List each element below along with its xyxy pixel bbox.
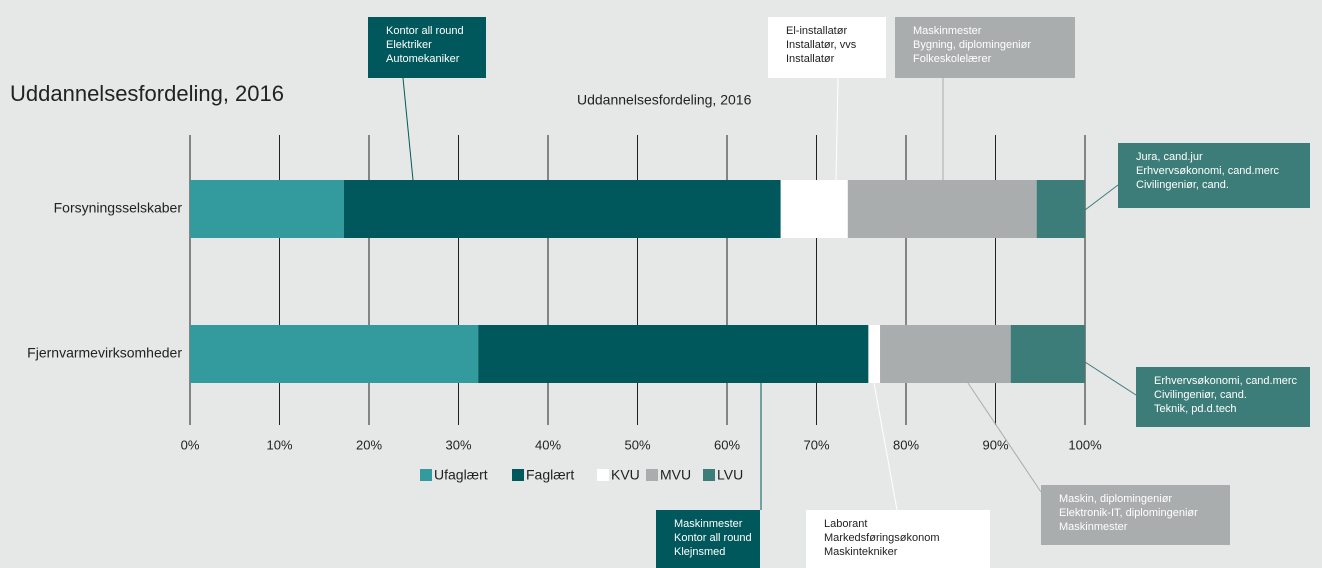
legend-label: KVU bbox=[611, 467, 640, 483]
x-tick-label: 50% bbox=[624, 437, 650, 452]
callout-text: Civilingeniør, cand. bbox=[1154, 389, 1247, 401]
chart-subtitle: Uddannelsesfordeling, 2016 bbox=[577, 92, 752, 108]
legend-label: MVU bbox=[660, 467, 691, 483]
legend-swatch bbox=[512, 469, 524, 481]
callout-text: Markedsføringsøkonom bbox=[824, 532, 940, 544]
callout-text: Elektronik-IT, diplomingeniør bbox=[1059, 507, 1198, 519]
callout-line bbox=[1084, 184, 1119, 211]
chart-title: Uddannelsesfordeling, 2016 bbox=[10, 81, 284, 106]
x-tick-label: 70% bbox=[803, 437, 829, 452]
y-tick-label: Forsyningsselskaber bbox=[54, 200, 183, 216]
callout-text: Maskintekniker bbox=[824, 546, 898, 558]
bar-segment bbox=[780, 180, 848, 238]
callout-text: Elektriker bbox=[386, 39, 432, 51]
x-tick-label: 0% bbox=[181, 437, 200, 452]
callout-text: Maskinmester bbox=[1059, 521, 1128, 533]
legend-label: Ufaglært bbox=[434, 467, 488, 483]
callout-box bbox=[1041, 485, 1230, 545]
x-tick-label: 30% bbox=[445, 437, 471, 452]
callout-box bbox=[368, 17, 486, 78]
callout-text: Erhvervsøkonomi, cand.merc bbox=[1136, 165, 1280, 177]
callout-box bbox=[656, 510, 760, 568]
callout-text: Installatør, vvs bbox=[786, 39, 857, 51]
bar-segment bbox=[478, 325, 869, 383]
x-tick-label: 90% bbox=[982, 437, 1008, 452]
callout-box bbox=[768, 17, 886, 78]
callout-text: Kontor all round bbox=[674, 532, 752, 544]
callout-text: Maskinmester bbox=[674, 518, 743, 530]
x-tick-label: 80% bbox=[893, 437, 919, 452]
x-tick-label: 100% bbox=[1068, 437, 1102, 452]
legend-swatch bbox=[597, 469, 609, 481]
legend-swatch bbox=[646, 469, 658, 481]
callout-text: Maskin, diplomingeniør bbox=[1059, 493, 1172, 505]
callout-text: Kontor all round bbox=[386, 25, 464, 37]
legend-swatch bbox=[703, 469, 715, 481]
callout-text: Bygning, diplomingeniør bbox=[913, 39, 1031, 51]
bar-segment bbox=[1036, 180, 1085, 238]
x-tick-label: 20% bbox=[356, 437, 382, 452]
bar-segment bbox=[190, 325, 479, 383]
bar-segment bbox=[190, 180, 344, 238]
bar-segment bbox=[343, 180, 781, 238]
callout-text: Installatør bbox=[786, 53, 835, 65]
x-tick-label: 60% bbox=[714, 437, 740, 452]
bar-segment bbox=[880, 325, 1011, 383]
callout-box bbox=[1136, 367, 1310, 427]
callout-line bbox=[402, 77, 414, 181]
bar-segment bbox=[868, 325, 881, 383]
bar-segment bbox=[847, 180, 1037, 238]
x-tick-label: 10% bbox=[266, 437, 292, 452]
x-tick-label: 40% bbox=[535, 437, 561, 452]
callout-line bbox=[873, 382, 898, 511]
callout-text: Erhvervsøkonomi, cand.merc bbox=[1154, 375, 1298, 387]
legend-swatch bbox=[420, 469, 432, 481]
callout-text: Civilingeniør, cand. bbox=[1136, 179, 1229, 191]
callout-text: Maskinmester bbox=[913, 25, 982, 37]
y-tick-label: Fjernvarmevirksomheder bbox=[27, 345, 182, 361]
callout-text: Klejnsmed bbox=[674, 546, 725, 558]
callout-box bbox=[806, 510, 990, 568]
callout-line bbox=[1084, 361, 1137, 396]
callout-line bbox=[835, 77, 839, 181]
callout-text: Laborant bbox=[824, 518, 867, 530]
callout-line bbox=[967, 382, 1042, 493]
callout-text: Automekaniker bbox=[386, 53, 460, 65]
legend-label: LVU bbox=[717, 467, 743, 483]
callout-text: Folkeskolelærer bbox=[913, 53, 992, 65]
callout-box bbox=[895, 17, 1075, 78]
bar-segment bbox=[1010, 325, 1085, 383]
callout-box bbox=[1118, 143, 1310, 208]
callout-text: Teknik, pd.d.tech bbox=[1154, 403, 1237, 415]
legend-label: Faglært bbox=[526, 467, 574, 483]
callout-text: El-installatør bbox=[786, 25, 847, 37]
callout-text: Jura, cand.jur bbox=[1136, 151, 1203, 163]
